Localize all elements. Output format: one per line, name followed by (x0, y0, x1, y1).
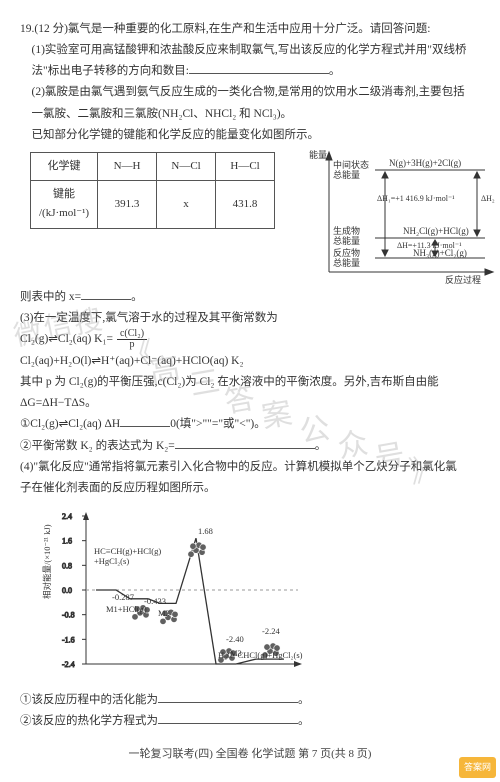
q31b: 0(填">""="或"<")。 (170, 418, 266, 430)
ed-dh2: ΔH₂ (481, 194, 495, 203)
p3a: (3)在一定温度下,氯气溶于水的过程及其平衡常数为 (20, 308, 480, 328)
p4a: (4)"氯化反应"通常指将氯元素引入化合物中的反应。计算机模拟单个乙炔分子和氯化… (20, 457, 480, 477)
ed-mr: NH₂Cl(g)+HCl(g) (403, 226, 469, 236)
table-diagram-row: 化学键 N—H N—Cl H—Cl 键能 /(kJ·mol⁻¹) 391.3 x… (20, 146, 480, 286)
val-end: -2.24 (262, 626, 280, 636)
svg-text:0.0: 0.0 (62, 586, 72, 595)
q-known: 已知部分化学键的键能和化学反应的能量变化如图所示。 (20, 125, 480, 145)
q-intro: 氯气是一种重要的化工原料,在生产和生活中应用十分广泛。请回答问题: (68, 23, 431, 35)
q31: ①Cl₂(g)⇌Cl₂(aq) ΔH 0(填">""="或"<")。 (20, 414, 480, 434)
v-nh: 391.3 (98, 181, 157, 229)
q-p1b: 法"标出电子转移的方向和数目:。 (20, 61, 480, 81)
ed-ylabel: 能量 (309, 149, 327, 160)
x-line-text: 则表中的 x= (20, 291, 81, 303)
eq1: Cl₂(g)⇌Cl₂(aq) K₁= c(Cl₂) p (20, 329, 480, 350)
species-top-1: HC≡CH(g)+HCl(g) (94, 546, 161, 556)
q32: ②平衡常数 K₂ 的表达式为 K₂=。 (20, 436, 480, 456)
th-ncl: N—Cl (157, 152, 216, 180)
q31a: ①Cl₂(g)⇌Cl₂(aq) ΔH (20, 418, 120, 430)
ed-top1: 中间状态 (333, 159, 369, 170)
blank-ea (158, 690, 298, 703)
p3b: 其中 p 为 Cl₂(g)的平衡压强,c(Cl₂)为 Cl₂ 在水溶液中的平衡浓… (20, 372, 480, 392)
q-p2b: 一氯胺、二氯胺和三氯胺(NH₂Cl、NHCl₂ 和 NCl₃)。 (20, 104, 480, 124)
bq1t: ①该反应历程中的活化能为 (20, 694, 158, 706)
ed-tr: N(g)+3H(g)+2Cl(g) (389, 158, 461, 168)
blank-eq (158, 712, 298, 725)
page-footer: 一轮复习联考(四) 全国卷 化学试题 第 7 页(共 8 页) (20, 745, 480, 764)
lbl-m1: M1+HCl(g) (106, 604, 147, 614)
q-p1: (1)实验室可用高锰酸钾和浓盐酸反应来制取氯气,写出该反应的化学方程式并用"双线… (20, 40, 480, 60)
blank-k2 (175, 436, 315, 449)
th-bond: 化学键 (31, 152, 98, 180)
bond-table-wrap: 化学键 N—H N—Cl H—Cl 键能 /(kJ·mol⁻¹) 391.3 x… (20, 146, 275, 235)
lbl-m3: M3 (230, 648, 242, 658)
blank-dh (120, 415, 170, 428)
svg-text:0.8: 0.8 (62, 561, 72, 570)
svg-text:-0.8: -0.8 (62, 611, 75, 620)
ed-bot2: 总能量 (333, 257, 360, 268)
q-p1b-text: 法"标出电子转移的方向和数目: (32, 65, 189, 77)
eq1-den: p (130, 340, 135, 350)
svg-text:-1.6: -1.6 (62, 635, 75, 644)
blank-1 (189, 62, 329, 75)
ed-mid2: 总能量 (333, 235, 360, 246)
svg-text:-2.4: -2.4 (62, 660, 75, 669)
val-ts: 1.68 (198, 526, 213, 536)
chart-ylabel: 相对能量/(×10⁻²¹ kJ) (42, 524, 52, 599)
eq2: Cl₂(aq)+H₂O(l)⇌H⁺(aq)+Cl⁻(aq)+HClO(aq) K… (20, 351, 480, 371)
val-m1: -0.287 (112, 592, 134, 602)
ed-dh: ΔH=+11.3 kJ·mol⁻¹ (397, 241, 462, 250)
svg-text:2.4: 2.4 (62, 512, 72, 521)
bond-table: 化学键 N—H N—Cl H—Cl 键能 /(kJ·mol⁻¹) 391.3 x… (30, 152, 275, 229)
th-energy: 键能 /(kJ·mol⁻¹) (31, 181, 98, 229)
th-nh: N—H (98, 152, 157, 180)
val-m2: -0.433 (144, 596, 166, 606)
bq1: ①该反应历程中的活化能为。 (20, 690, 480, 710)
p4b: 子在催化剂表面的反应历程如图所示。 (20, 478, 480, 498)
x-line: 则表中的 x=。 (20, 287, 480, 307)
q-number: 19.(12 分) (20, 23, 68, 35)
ed-dh1: ΔH₁=+1 416.9 kJ·mol⁻¹ (377, 194, 455, 203)
eq1a: Cl₂(g)⇌Cl₂(aq) K₁= (20, 329, 113, 349)
bq2t: ②该反应的热化学方程式为 (20, 715, 158, 727)
ed-mid1: 生成物 (333, 225, 360, 236)
lbl-m2: M2 (158, 608, 170, 618)
energy-diagram: 能量 反应过程 中间状态 总能量 生成物 总能量 反应物 总能量 N(g)+3H… (285, 146, 495, 286)
p3c: ΔG=ΔH−TΔS。 (20, 393, 480, 413)
v-hcl: 431.8 (216, 181, 275, 229)
val-m3: -2.40 (226, 634, 244, 644)
q32t: ②平衡常数 K₂ 的表达式为 K₂= (20, 440, 175, 452)
th-hcl: H—Cl (216, 152, 275, 180)
q-p2a: (2)氯胺是由氯气遇到氨气反应生成的一类化合物,是常用的饮用水二级消毒剂,主要包… (20, 82, 480, 102)
reaction-profile-chart: 相对能量/(×10⁻²¹ kJ) -2.4 -1.6 -0.8 0.0 0.8 1.6 2.… (40, 504, 310, 684)
site-badge: 答案网 (459, 757, 496, 779)
v-ncl: x (157, 181, 216, 229)
blank-x (81, 287, 131, 300)
eq1-frac: c(Cl₂) p (117, 329, 147, 350)
species-top-2: +HgCl₂(s) (94, 556, 129, 566)
ed-bot1: 反应物 (333, 247, 360, 258)
ed-xlabel: 反应过程 (445, 274, 481, 285)
svg-text:1.6: 1.6 (62, 537, 72, 546)
q-number-line: 19.(12 分)氯气是一种重要的化工原料,在生产和生活中应用十分广泛。请回答问… (20, 19, 480, 39)
ed-top2: 总能量 (333, 169, 360, 180)
bq2: ②该反应的热化学方程式为。 (20, 711, 480, 731)
